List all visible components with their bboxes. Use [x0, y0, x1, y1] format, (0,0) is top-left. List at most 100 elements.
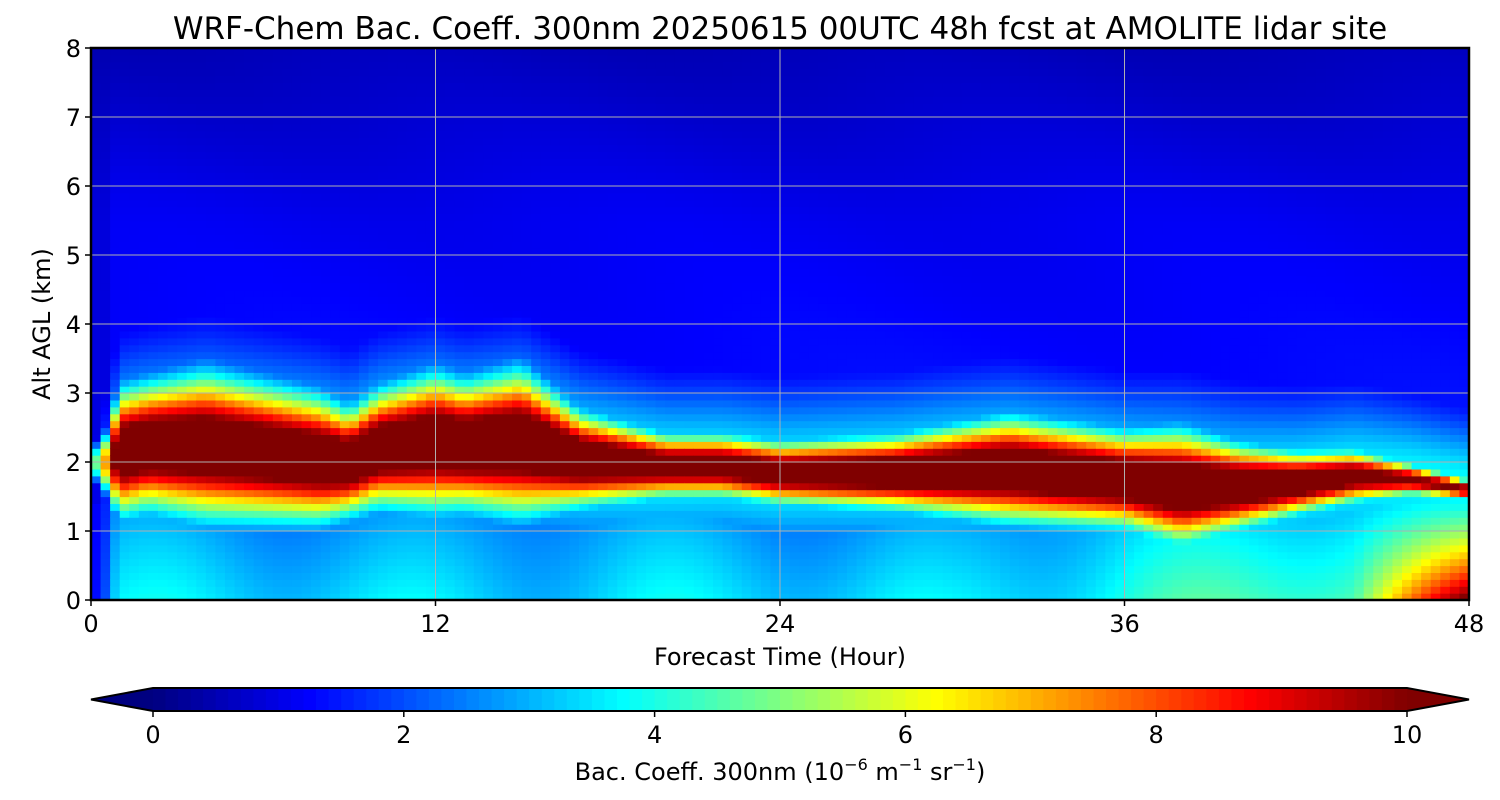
heatmap-cell — [215, 344, 226, 353]
heatmap-cell — [416, 186, 427, 194]
heatmap-cell — [253, 75, 264, 84]
heatmap-cell — [253, 420, 264, 429]
heatmap-cell — [205, 393, 216, 401]
heatmap-cell — [425, 496, 437, 504]
heatmap-cell — [91, 110, 102, 118]
heatmap-cell — [646, 192, 657, 201]
heatmap-cell — [177, 344, 188, 353]
heatmap-cell — [521, 496, 532, 504]
heatmap-cell — [148, 510, 159, 518]
heatmap-cell — [559, 593, 571, 600]
heatmap-cell — [301, 317, 312, 325]
heatmap-cell — [473, 61, 484, 70]
heatmap-cell — [416, 344, 427, 353]
heatmap-cell — [215, 448, 226, 456]
heatmap-cell — [559, 172, 571, 180]
heatmap-cell — [91, 482, 102, 491]
heatmap-cell — [579, 296, 590, 304]
heatmap-cell — [607, 337, 618, 346]
heatmap-cell — [674, 117, 685, 125]
heatmap-cell — [167, 531, 178, 539]
heatmap-cell — [655, 565, 666, 573]
heatmap-cell — [665, 393, 676, 401]
heatmap-cell — [349, 524, 360, 532]
heatmap-cell — [311, 324, 322, 332]
heatmap-cell — [397, 282, 408, 291]
heatmap-cell — [684, 427, 695, 435]
heatmap-cell — [349, 517, 360, 525]
heatmap-cell — [186, 282, 197, 291]
heatmap-cell — [110, 524, 121, 532]
heatmap-cell — [502, 337, 513, 346]
heatmap-cell — [397, 220, 408, 228]
heatmap-cell — [186, 96, 197, 104]
heatmap-cell — [224, 48, 236, 56]
heatmap-cell — [588, 510, 599, 518]
heatmap-cell — [215, 406, 226, 415]
heatmap-cell — [454, 413, 465, 422]
heatmap-cell — [540, 241, 551, 249]
heatmap-cell — [550, 310, 561, 318]
heatmap-cell — [674, 234, 685, 242]
heatmap-cell — [579, 406, 590, 415]
heatmap-cell — [636, 337, 647, 346]
heatmap-cell — [177, 158, 188, 166]
heatmap-cell — [358, 172, 370, 180]
heatmap-cell — [157, 399, 169, 408]
heatmap-cell — [445, 241, 456, 249]
heatmap-cell — [358, 151, 370, 159]
heatmap-cell — [282, 324, 293, 332]
heatmap-cell — [167, 130, 178, 139]
heatmap-cell — [598, 255, 609, 263]
heatmap-cell — [598, 503, 609, 511]
heatmap-cell — [464, 551, 475, 560]
heatmap-cell — [138, 393, 150, 401]
heatmap-cell — [215, 186, 226, 194]
heatmap-cell — [626, 255, 638, 263]
heatmap-cell — [224, 489, 236, 498]
heatmap-cell — [91, 186, 102, 194]
heatmap-cell — [416, 151, 427, 159]
heatmap-cell — [617, 68, 628, 77]
heatmap-cell — [320, 206, 331, 215]
heatmap-cell — [358, 434, 370, 442]
heatmap-cell — [617, 482, 628, 491]
heatmap-cell — [483, 199, 494, 208]
heatmap-cell — [636, 468, 647, 477]
heatmap-cell — [569, 448, 580, 456]
heatmap-cell — [550, 103, 561, 111]
heatmap-cell — [368, 144, 379, 153]
heatmap-cell — [540, 268, 551, 277]
heatmap-cell — [291, 96, 303, 104]
heatmap-cell — [186, 531, 197, 539]
heatmap-cell — [655, 551, 666, 560]
heatmap-cell — [224, 572, 236, 580]
heatmap-cell — [368, 413, 379, 422]
heatmap-cell — [157, 468, 169, 477]
heatmap-cell — [378, 537, 389, 546]
heatmap-cell — [157, 303, 169, 311]
heatmap-cell — [646, 48, 657, 56]
heatmap-cell — [272, 337, 283, 346]
heatmap-cell — [502, 179, 513, 187]
heatmap-cell — [234, 517, 245, 525]
heatmap-cell — [387, 372, 398, 380]
heatmap-cell — [454, 448, 465, 456]
heatmap-cell — [588, 213, 599, 222]
heatmap-cell — [157, 372, 169, 380]
heatmap-cell — [349, 75, 360, 84]
heatmap-cell — [646, 289, 657, 297]
heatmap-cell — [464, 275, 475, 284]
heatmap-cell — [148, 241, 159, 249]
heatmap-cell — [91, 558, 102, 567]
heatmap-cell — [205, 489, 216, 498]
heatmap-cell — [607, 330, 618, 339]
heatmap-cell — [368, 117, 379, 125]
heatmap-cell — [416, 199, 427, 208]
heatmap-cell — [157, 192, 169, 201]
heatmap-cell — [263, 434, 274, 442]
heatmap-cell — [617, 330, 628, 339]
heatmap-cell — [167, 165, 178, 173]
heatmap-cell — [531, 565, 542, 573]
heatmap-cell — [416, 558, 427, 567]
